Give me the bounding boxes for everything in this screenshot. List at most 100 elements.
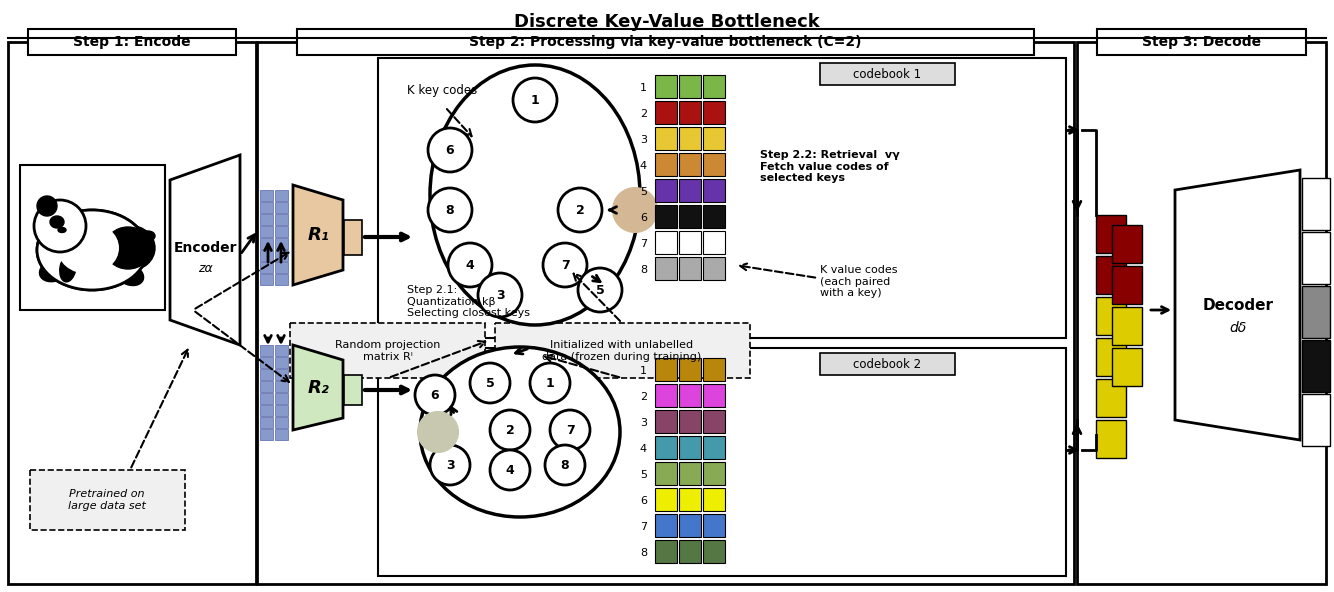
Bar bbox=[260, 405, 273, 416]
Bar bbox=[378, 58, 1066, 338]
Bar bbox=[703, 436, 724, 459]
Text: R₂: R₂ bbox=[307, 379, 329, 397]
Text: 4: 4 bbox=[640, 161, 647, 171]
Bar bbox=[1302, 232, 1330, 284]
Text: dδ: dδ bbox=[1230, 321, 1247, 335]
Polygon shape bbox=[293, 345, 343, 430]
Text: 7: 7 bbox=[640, 522, 647, 532]
Bar bbox=[655, 101, 676, 124]
Ellipse shape bbox=[141, 231, 155, 241]
Bar bbox=[275, 381, 288, 392]
Bar bbox=[260, 262, 273, 273]
Circle shape bbox=[428, 188, 472, 232]
Bar bbox=[655, 205, 676, 228]
Ellipse shape bbox=[40, 258, 71, 282]
Bar bbox=[703, 488, 724, 511]
Text: Random projection
matrix Rᴵ: Random projection matrix Rᴵ bbox=[335, 340, 440, 362]
Bar bbox=[260, 369, 273, 380]
Bar bbox=[275, 226, 288, 237]
Bar bbox=[679, 75, 700, 98]
Bar bbox=[655, 358, 676, 381]
Bar bbox=[275, 393, 288, 404]
Text: 6: 6 bbox=[640, 213, 647, 223]
Text: Decoder: Decoder bbox=[1202, 298, 1274, 313]
Circle shape bbox=[415, 375, 455, 415]
Bar bbox=[655, 436, 676, 459]
Text: 1: 1 bbox=[531, 94, 539, 107]
Ellipse shape bbox=[57, 222, 119, 274]
Text: 3: 3 bbox=[640, 135, 647, 145]
Bar bbox=[275, 345, 288, 356]
Circle shape bbox=[514, 78, 558, 122]
Bar bbox=[679, 488, 700, 511]
Bar bbox=[703, 205, 724, 228]
Text: 2: 2 bbox=[640, 392, 647, 402]
Bar bbox=[495, 323, 750, 378]
Ellipse shape bbox=[60, 254, 76, 282]
Text: 2: 2 bbox=[640, 109, 647, 119]
Text: Step 2.2: Retrieval  vγ
Fetch value codes of
selected keys: Step 2.2: Retrieval vγ Fetch value codes… bbox=[760, 150, 899, 183]
Text: Discrete Key-Value Bottleneck: Discrete Key-Value Bottleneck bbox=[514, 13, 820, 31]
Ellipse shape bbox=[420, 347, 620, 517]
Circle shape bbox=[448, 243, 492, 287]
Bar bbox=[275, 214, 288, 225]
Bar bbox=[703, 75, 724, 98]
Bar bbox=[1097, 420, 1126, 458]
Circle shape bbox=[614, 188, 658, 232]
Bar bbox=[1097, 215, 1126, 253]
Bar bbox=[344, 220, 362, 255]
Bar bbox=[1097, 29, 1306, 55]
Bar bbox=[275, 250, 288, 261]
Bar bbox=[703, 358, 724, 381]
Bar bbox=[679, 257, 700, 280]
Text: 7: 7 bbox=[640, 239, 647, 249]
Ellipse shape bbox=[430, 65, 640, 325]
Text: 2: 2 bbox=[506, 423, 515, 436]
Text: Step 3: Decode: Step 3: Decode bbox=[1142, 35, 1261, 49]
Circle shape bbox=[37, 196, 57, 216]
Bar bbox=[655, 410, 676, 433]
Text: 1: 1 bbox=[546, 377, 555, 390]
Bar bbox=[679, 101, 700, 124]
Bar bbox=[679, 410, 700, 433]
Text: 5: 5 bbox=[486, 377, 495, 390]
Bar bbox=[655, 462, 676, 485]
Ellipse shape bbox=[116, 265, 144, 285]
Bar bbox=[378, 348, 1066, 576]
Bar bbox=[260, 429, 273, 440]
Circle shape bbox=[478, 273, 522, 317]
Circle shape bbox=[558, 188, 602, 232]
Bar bbox=[260, 274, 273, 285]
Bar bbox=[1113, 348, 1142, 386]
Bar bbox=[703, 231, 724, 254]
Bar bbox=[260, 190, 273, 201]
Bar bbox=[260, 381, 273, 392]
Circle shape bbox=[546, 445, 586, 485]
Text: 4: 4 bbox=[640, 444, 647, 454]
Bar bbox=[260, 226, 273, 237]
Text: 7: 7 bbox=[560, 259, 570, 272]
Bar bbox=[679, 231, 700, 254]
Bar bbox=[275, 369, 288, 380]
Bar bbox=[20, 165, 165, 310]
Ellipse shape bbox=[105, 227, 151, 269]
Circle shape bbox=[470, 363, 510, 403]
Text: R₁: R₁ bbox=[307, 226, 329, 244]
Bar bbox=[703, 101, 724, 124]
Text: codebook 2: codebook 2 bbox=[852, 358, 920, 371]
Bar bbox=[28, 29, 236, 55]
Bar bbox=[344, 375, 362, 405]
Text: 4: 4 bbox=[466, 259, 475, 272]
Bar bbox=[1302, 340, 1330, 392]
Text: 3: 3 bbox=[496, 288, 504, 301]
Text: 5: 5 bbox=[595, 284, 604, 297]
Bar bbox=[275, 190, 288, 201]
Bar bbox=[1077, 42, 1326, 584]
Text: 1: 1 bbox=[640, 83, 647, 93]
Ellipse shape bbox=[105, 226, 155, 271]
Bar bbox=[1113, 266, 1142, 304]
Bar bbox=[655, 75, 676, 98]
Bar bbox=[275, 357, 288, 368]
Ellipse shape bbox=[37, 210, 147, 290]
Bar bbox=[703, 462, 724, 485]
